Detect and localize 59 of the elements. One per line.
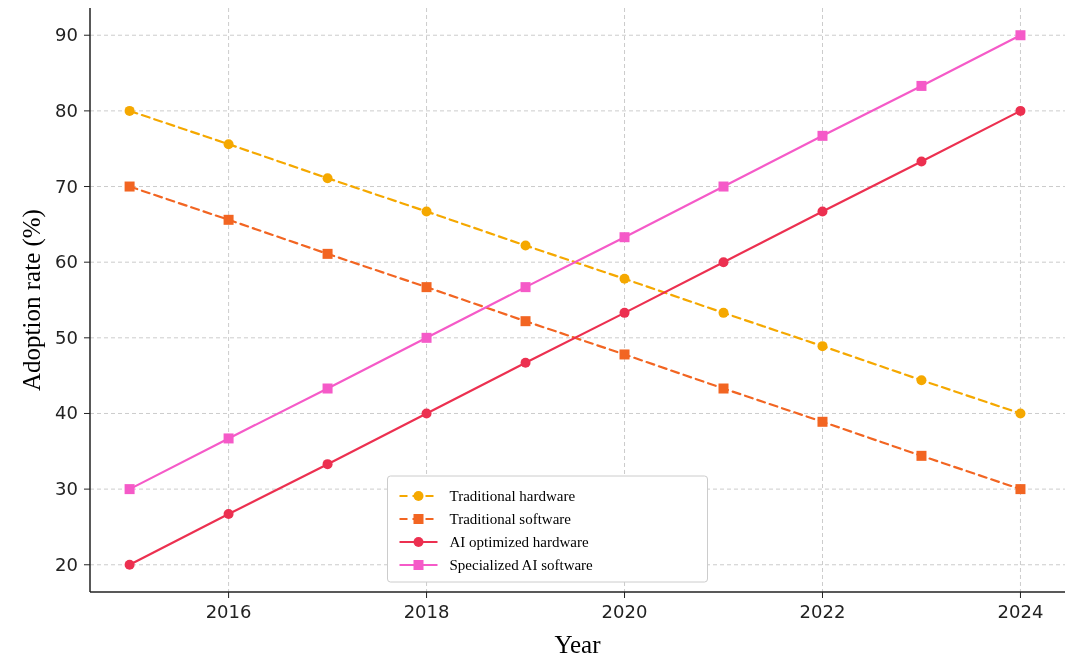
legend-label: Traditional hardware [449, 488, 576, 504]
legend-label: Specialized AI software [449, 557, 594, 573]
point [520, 240, 531, 251]
point [718, 181, 729, 192]
point [718, 383, 729, 394]
x-tick-label: 2024 [997, 601, 1044, 622]
point [817, 341, 828, 352]
point [916, 80, 927, 91]
point [223, 509, 234, 520]
point [421, 408, 432, 419]
point [718, 257, 729, 268]
point [1015, 408, 1026, 419]
point [124, 181, 135, 192]
y-tick-label: 80 [55, 99, 78, 121]
y-axis-title: Adoption rate (%) [18, 209, 46, 391]
point [718, 307, 729, 318]
point [1015, 484, 1026, 495]
point [619, 232, 630, 243]
point [520, 282, 531, 293]
point [223, 139, 234, 150]
point [124, 484, 135, 495]
legend-label: AI optimized hardware [449, 534, 589, 550]
point [124, 559, 135, 570]
point [124, 105, 135, 116]
point [421, 282, 432, 293]
point [817, 416, 828, 427]
point [916, 156, 927, 167]
point [322, 248, 333, 259]
legend-label: Traditional software [449, 511, 572, 527]
point [520, 316, 531, 327]
point [619, 273, 630, 284]
point [520, 357, 531, 368]
point [817, 206, 828, 217]
point [1015, 30, 1026, 41]
point [421, 206, 432, 217]
point [322, 173, 333, 184]
y-tick-label: 50 [55, 326, 78, 348]
y-tick-label: 60 [55, 251, 78, 273]
point [223, 214, 234, 225]
y-tick-label: 20 [55, 553, 78, 575]
y-tick-label: 40 [55, 402, 78, 424]
x-tick-label: 2016 [205, 601, 252, 622]
point [223, 433, 234, 444]
point [322, 383, 333, 394]
point [322, 459, 333, 470]
x-tick-label: 2020 [601, 601, 648, 622]
point [916, 375, 927, 386]
x-tick-label: 2022 [799, 601, 846, 622]
point [1015, 105, 1026, 116]
y-tick-label: 30 [55, 478, 78, 500]
y-tick-label: 90 [55, 24, 78, 46]
point [916, 450, 927, 461]
point [619, 349, 630, 360]
point [619, 307, 630, 318]
x-tick-label: 2018 [403, 601, 450, 622]
x-axis-title: Year [554, 631, 602, 658]
point [421, 332, 432, 343]
point [817, 130, 828, 141]
y-tick-label: 70 [55, 175, 78, 197]
